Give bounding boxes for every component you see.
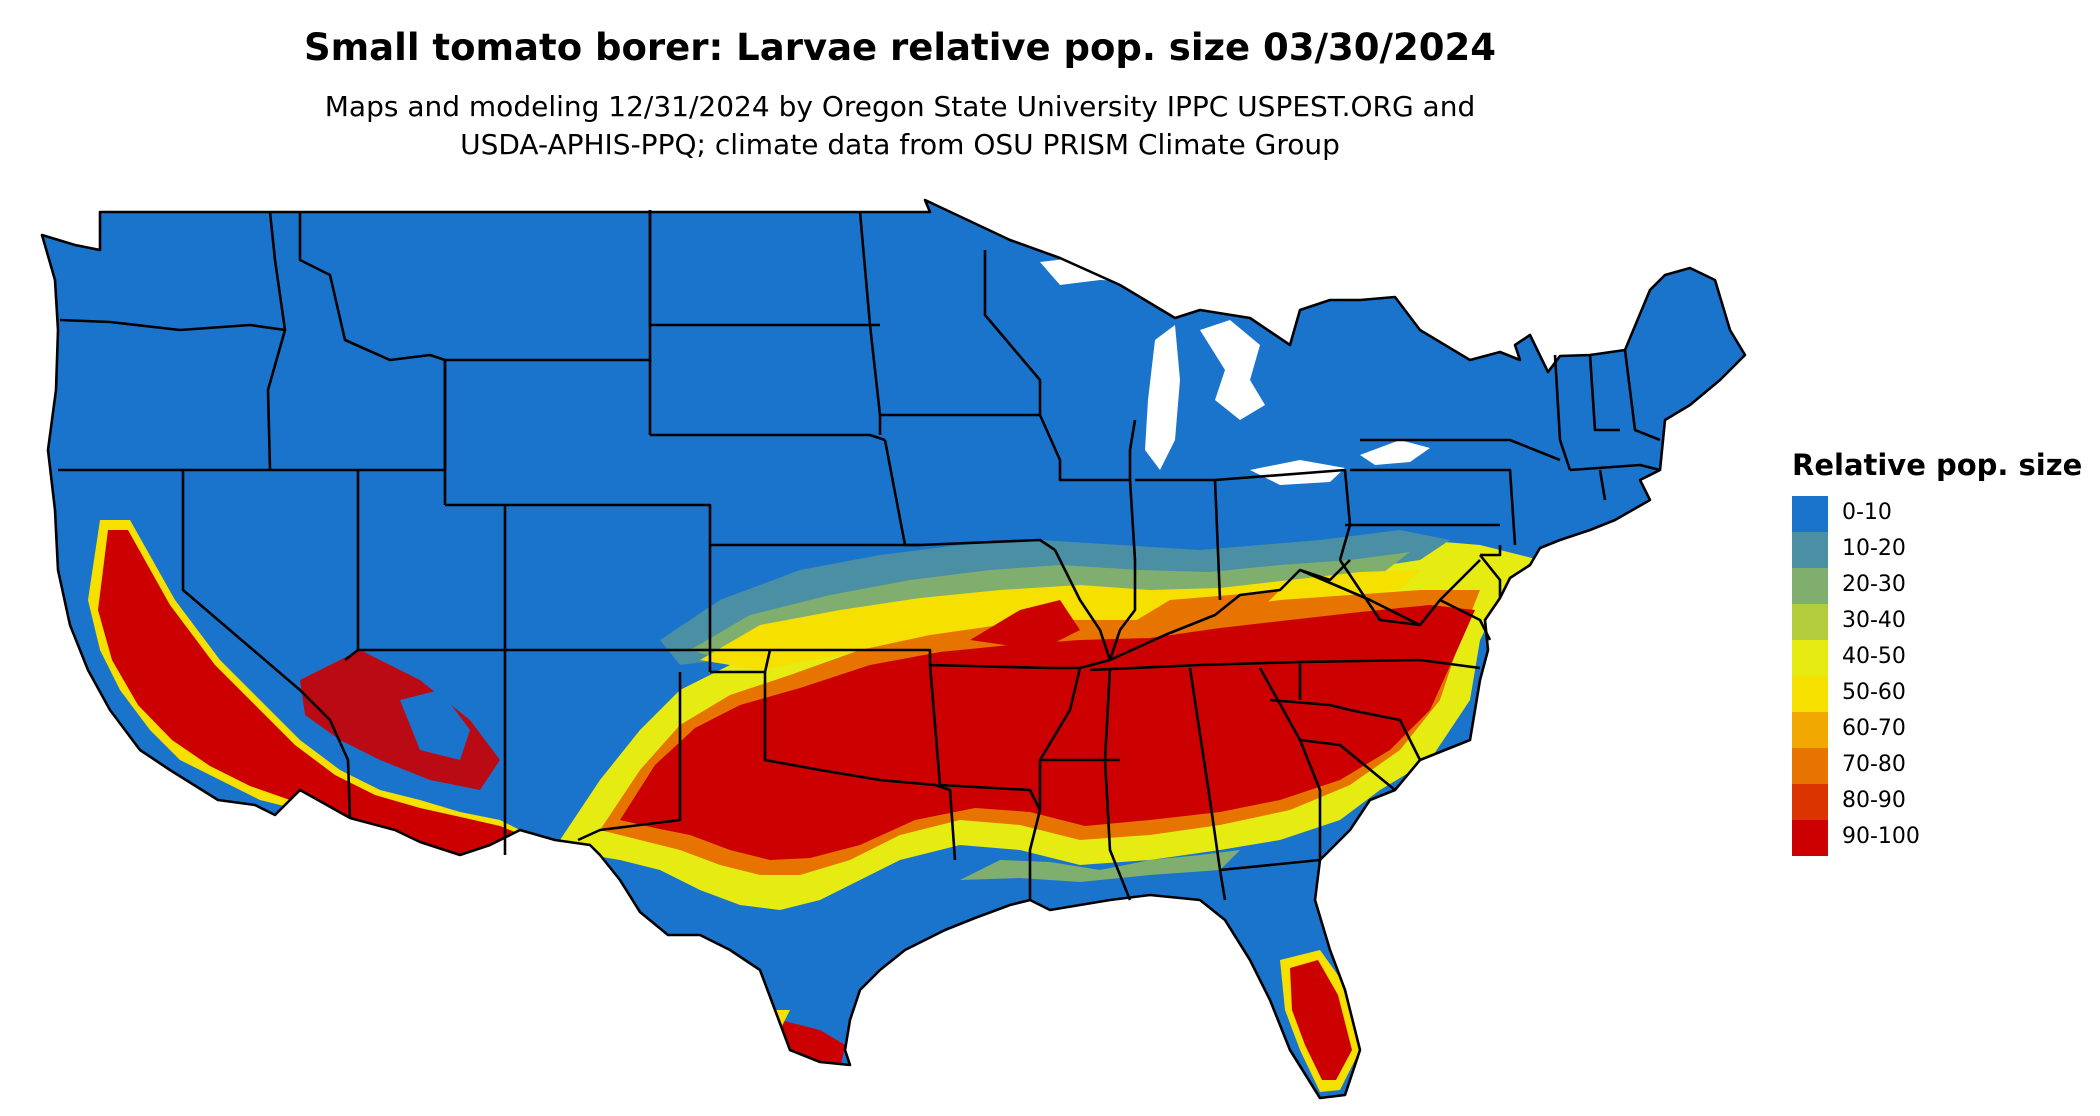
subtitle-line-2: USDA-APHIS-PPQ; climate data from OSU PR… xyxy=(460,128,1340,161)
legend-label: 90-100 xyxy=(1842,824,1920,849)
legend-swatch xyxy=(1792,640,1828,676)
legend-swatch xyxy=(1792,712,1828,748)
subtitle-line-1: Maps and modeling 12/31/2024 by Oregon S… xyxy=(324,90,1476,123)
map-subtitle: Maps and modeling 12/31/2024 by Oregon S… xyxy=(0,88,1800,164)
legend-swatch xyxy=(1792,820,1828,856)
legend-label: 70-80 xyxy=(1842,752,1906,777)
legend-label: 40-50 xyxy=(1842,644,1906,669)
legend-label: 50-60 xyxy=(1842,680,1906,705)
legend-swatch xyxy=(1792,568,1828,604)
legend-title: Relative pop. size xyxy=(1792,448,2083,482)
legend-label: 20-30 xyxy=(1842,572,1906,597)
legend-label: 10-20 xyxy=(1842,536,1906,561)
legend-items: 0-10 10-20 20-30 30-40 40-50 50-60 60-70 70-80 8… xyxy=(1792,496,2082,856)
legend-item: 50-60 xyxy=(1792,676,2082,712)
legend-item: 90-100 xyxy=(1792,820,2082,856)
us-map xyxy=(40,198,1747,1100)
legend-label: 80-90 xyxy=(1842,788,1906,813)
map-legend: Relative pop. size 0-10 10-20 20-30 30-40 40… xyxy=(1792,448,2082,856)
legend-swatch xyxy=(1792,676,1828,712)
legend-item: 20-30 xyxy=(1792,568,2082,604)
legend-label: 0-10 xyxy=(1842,500,1892,525)
legend-swatch xyxy=(1792,604,1828,640)
legend-item: 80-90 xyxy=(1792,784,2082,820)
legend-item: 30-40 xyxy=(1792,604,2082,640)
state-boundaries xyxy=(40,198,1747,1100)
legend-item: 60-70 xyxy=(1792,712,2082,748)
legend-swatch xyxy=(1792,532,1828,568)
legend-label: 30-40 xyxy=(1842,608,1906,633)
map-title: Small tomato borer: Larvae relative pop.… xyxy=(303,26,1497,69)
legend-swatch xyxy=(1792,496,1828,532)
legend-item: 40-50 xyxy=(1792,640,2082,676)
legend-swatch xyxy=(1792,748,1828,784)
legend-item: 70-80 xyxy=(1792,748,2082,784)
legend-swatch xyxy=(1792,784,1828,820)
legend-item: 0-10 xyxy=(1792,496,2082,532)
legend-item: 10-20 xyxy=(1792,532,2082,568)
legend-label: 60-70 xyxy=(1842,716,1906,741)
